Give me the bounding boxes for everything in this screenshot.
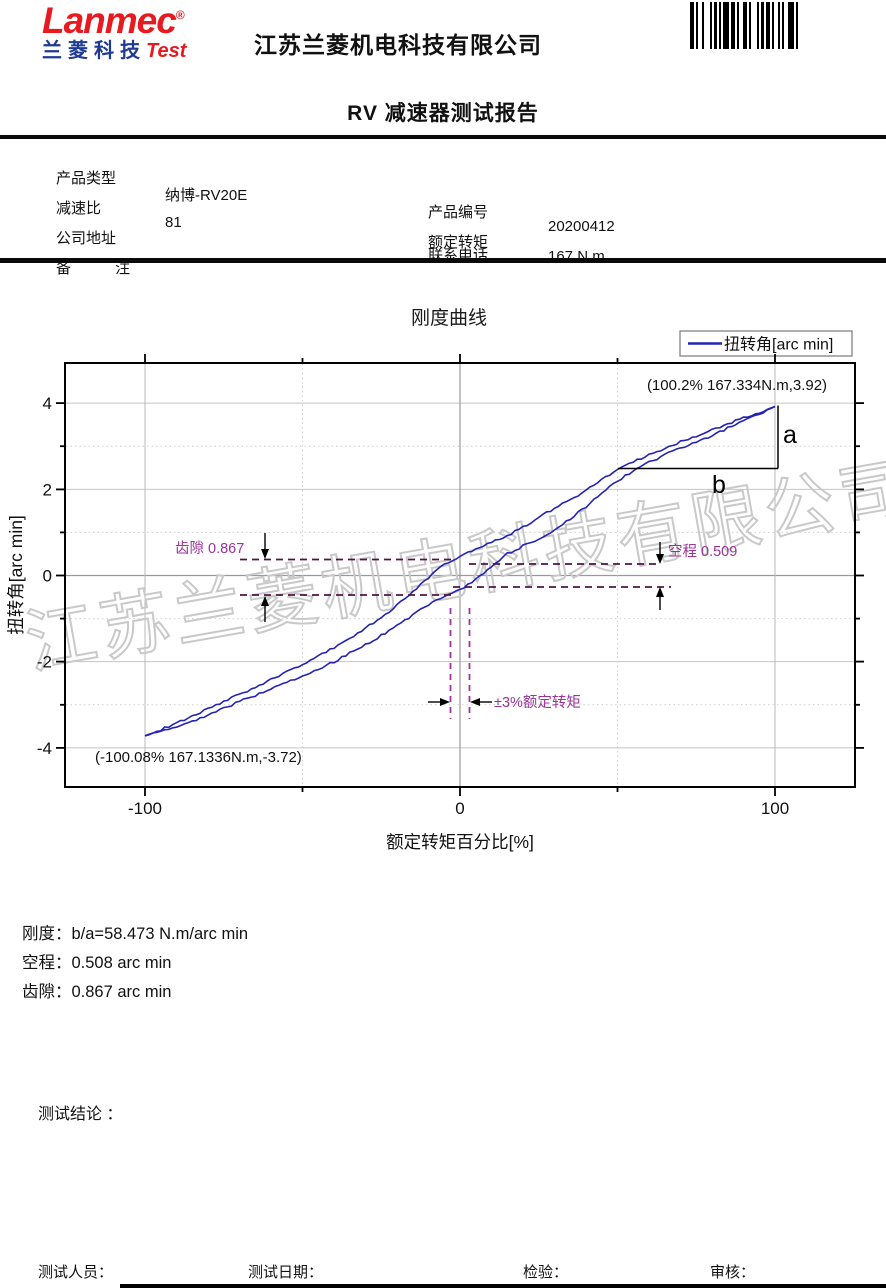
label-product-no: 产品编号 bbox=[428, 204, 489, 221]
result-lost-motion: 空程：0.508 arc min bbox=[22, 954, 172, 972]
b-label: b bbox=[712, 471, 726, 499]
logo-wordmark: Lanmec® bbox=[42, 0, 185, 41]
y-tick: -4 bbox=[37, 739, 52, 758]
rated-torque-band-annotation: ±3%额定转矩 bbox=[494, 694, 581, 711]
company-name: 江苏兰菱机电科技有限公司 bbox=[254, 32, 542, 58]
hysteresis-curve-lower bbox=[144, 405, 776, 737]
lanmec-logo: Lanmec® 兰菱科技Test bbox=[42, 2, 186, 61]
measure-arrows bbox=[261, 533, 664, 706]
y-tick: 0 bbox=[43, 567, 52, 586]
x-tick: 100 bbox=[761, 799, 789, 818]
chart-title: 刚度曲线 bbox=[411, 307, 487, 329]
divider-top bbox=[0, 135, 886, 139]
chart-grid bbox=[66, 364, 854, 786]
table-row: 公司地址 联系电话 bbox=[0, 210, 488, 264]
result-backlash: 齿隙：0.867 arc min bbox=[22, 983, 172, 1001]
label-rated-torque: 额定转矩 bbox=[428, 234, 489, 251]
table-row: 产品类型 纳博-RV20E 产品编号 20200412 bbox=[0, 150, 615, 235]
footer-review: 审核： bbox=[710, 1264, 756, 1281]
watermark-text: 江苏兰菱机电科技有限公司 bbox=[20, 449, 886, 682]
chart-legend: 扭转角[arc min] bbox=[679, 330, 853, 357]
rated-torque-band-dashes bbox=[449, 608, 471, 719]
footer-tester: 测试人员： bbox=[38, 1264, 114, 1281]
hysteresis-curve-upper bbox=[144, 405, 776, 737]
value-ratio: 81 bbox=[165, 214, 182, 231]
registered-trademark-icon: ® bbox=[175, 8, 185, 22]
x-tick: 0 bbox=[455, 799, 464, 818]
legend-label: 扭转角[arc min] bbox=[724, 336, 833, 354]
report-title: RV 减速器测试报告 bbox=[347, 102, 539, 125]
stiffness-curve-chart: 刚度曲线 扭转角[arc min] bbox=[0, 295, 886, 870]
axis-tick-labels: -100 0 100 4 2 0 -2 -4 bbox=[37, 394, 789, 818]
y-tick: 4 bbox=[43, 394, 52, 413]
table-row: 备 注 bbox=[0, 240, 130, 277]
footer-test-date: 测试日期： bbox=[248, 1264, 324, 1281]
axis-ticks bbox=[56, 354, 864, 796]
table-row: 减速比 81 额定转矩 167 N.m bbox=[0, 180, 605, 265]
lost-motion-annotation: 空程 0.509 bbox=[668, 543, 737, 560]
results-block: 刚度：b/a=58.473 N.m/arc min 空程：0.508 arc m… bbox=[22, 920, 248, 1007]
barcode bbox=[690, 2, 802, 49]
value-product-no: 20200412 bbox=[548, 218, 615, 235]
stiffness-ab-lines bbox=[618, 405, 779, 470]
backlash-lostmotion-dashes bbox=[240, 558, 671, 596]
x-tick: -100 bbox=[128, 799, 162, 818]
a-label: a bbox=[783, 421, 797, 449]
label-product-type: 产品类型 bbox=[56, 170, 117, 187]
x-axis-title: 额定转矩百分比[%] bbox=[386, 832, 534, 852]
label-remarks: 备 注 bbox=[56, 260, 151, 277]
value-product-type: 纳博-RV20E bbox=[165, 187, 248, 204]
y-tick: -2 bbox=[37, 653, 52, 672]
min-point-annotation: (-100.08% 167.1336N.m,-3.72) bbox=[95, 749, 302, 766]
max-point-annotation: (100.2% 167.334N.m,3.92) bbox=[647, 377, 827, 394]
conclusion-label: 测试结论 ： bbox=[38, 1106, 123, 1123]
label-company-address: 公司地址 bbox=[56, 230, 117, 247]
logo-subtitle: 兰菱科技Test bbox=[42, 40, 187, 62]
label-ratio: 减速比 bbox=[56, 200, 102, 217]
backlash-annotation: 齿隙 0.867 bbox=[175, 540, 244, 557]
page-bottom-bar bbox=[120, 1284, 886, 1288]
y-tick: 2 bbox=[43, 480, 52, 499]
divider-bottom bbox=[0, 258, 886, 263]
y-axis-title: 扭转角[arc min] bbox=[6, 515, 26, 635]
footer-inspect: 检验： bbox=[523, 1264, 569, 1281]
result-stiffness: 刚度：b/a=58.473 N.m/arc min bbox=[22, 925, 249, 943]
